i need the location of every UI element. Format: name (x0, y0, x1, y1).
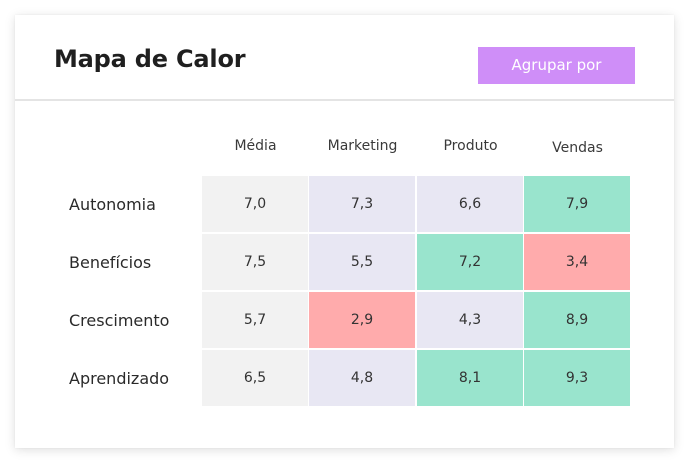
heatmap-cell: 7,9 (524, 176, 630, 232)
heatmap-cell: 7,0 (202, 176, 308, 232)
heatmap-cell: 8,1 (417, 350, 523, 406)
heatmap-cell: 9,3 (524, 350, 630, 406)
heatmap-cell: 5,5 (309, 234, 415, 290)
heatmap-cell: 8,9 (524, 292, 630, 348)
heatmap-cell: 6,6 (417, 176, 523, 232)
heatmap-card: Mapa de Calor Agrupar por Média Marketing… (15, 15, 674, 448)
row-label: Benefícios (69, 253, 152, 272)
heatmap-cell: 2,9 (309, 292, 415, 348)
header-divider (15, 99, 674, 101)
row-label: Autonomia (69, 195, 156, 214)
page-title: Mapa de Calor (54, 45, 246, 73)
heatmap-cell: 7,5 (202, 234, 308, 290)
heatmap-cell: 4,8 (309, 350, 415, 406)
heatmap-cell: 7,2 (417, 234, 523, 290)
column-header: Média (234, 138, 277, 154)
column-header: Produto (443, 138, 498, 154)
heatmap-cell: 3,4 (524, 234, 630, 290)
heatmap-cell: 7,3 (309, 176, 415, 232)
column-header: Vendas (552, 140, 603, 156)
heatmap-cell: 4,3 (417, 292, 523, 348)
group-by-button[interactable]: Agrupar por (478, 47, 635, 84)
heatmap-cell: 5,7 (202, 292, 308, 348)
heatmap-cell: 6,5 (202, 350, 308, 406)
column-header: Marketing (327, 138, 398, 154)
row-label: Crescimento (69, 311, 170, 330)
row-label: Aprendizado (69, 369, 170, 388)
